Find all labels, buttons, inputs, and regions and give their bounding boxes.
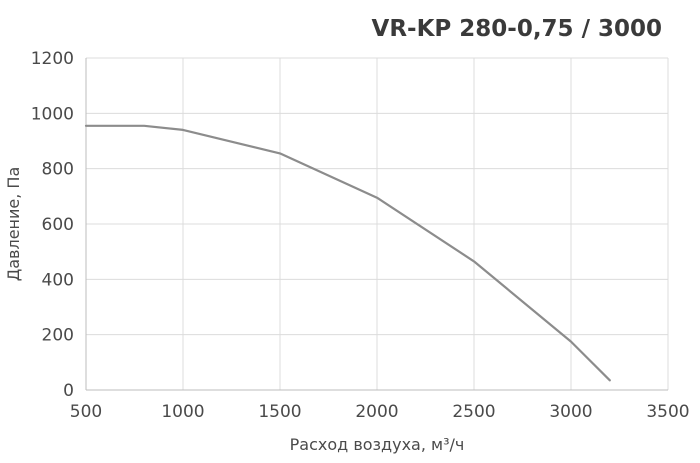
y-tick-label: 0 (63, 381, 74, 401)
x-tick-label: 2000 (355, 402, 398, 422)
series (84, 124, 611, 382)
axes (85, 58, 668, 391)
chart-title: VR-KP 280-0,75 / 3000 (372, 16, 662, 42)
y-tick-label: 200 (42, 326, 74, 346)
x-axis-label: Расход воздуха, м³/ч (290, 435, 465, 454)
x-tick-label: 500 (70, 402, 102, 422)
y-tick-label: 600 (42, 215, 74, 235)
x-tick-label: 3000 (549, 402, 592, 422)
y-axis-label: Давление, Па (4, 167, 23, 282)
y-tick-label: 1200 (31, 49, 74, 69)
x-tick-label: 1500 (258, 402, 301, 422)
x-tick-label: 1000 (161, 402, 204, 422)
y-tick-label: 800 (42, 160, 74, 180)
grid (86, 57, 669, 390)
y-tick-label: 1000 (31, 104, 74, 124)
x-tick-label: 2500 (452, 402, 495, 422)
tick-labels: 500 1000 1500 2000 2500 3000 3500 0 200 400 600 800… (31, 49, 690, 422)
y-tick-label: 400 (42, 270, 74, 290)
pressure-curve (84, 124, 611, 382)
x-tick-label: 3500 (646, 402, 689, 422)
